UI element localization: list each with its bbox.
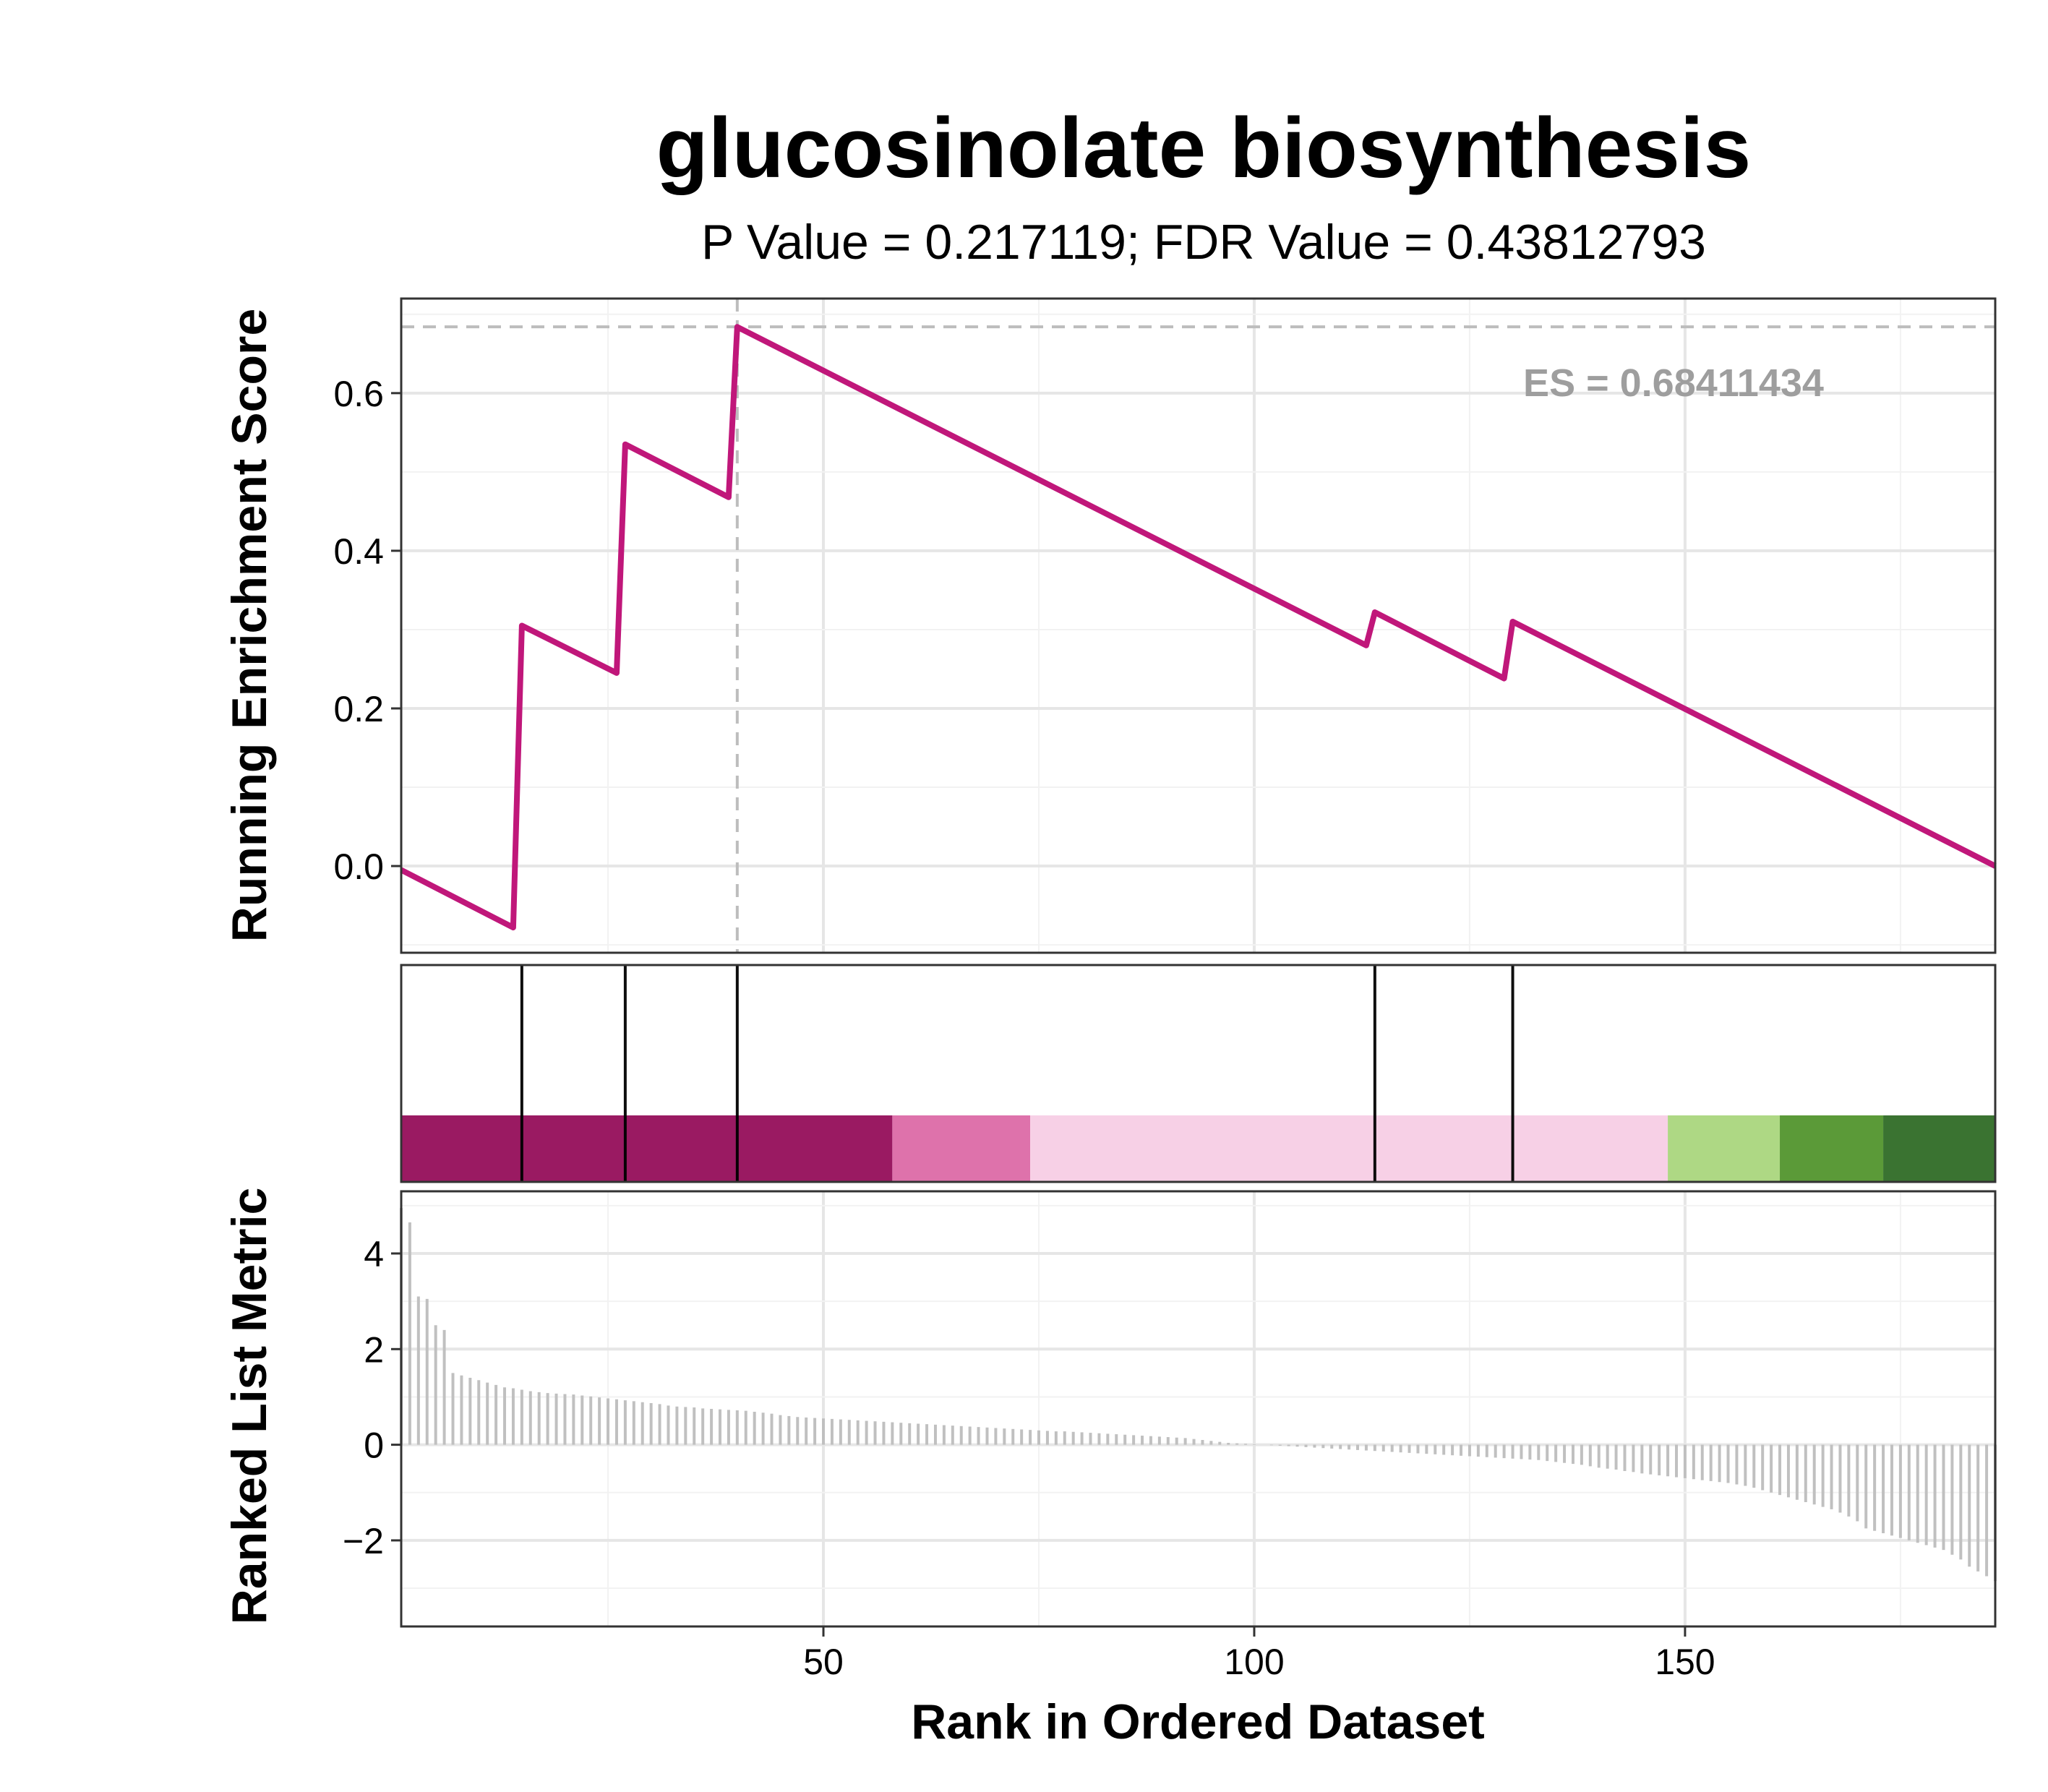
enrichment-y-axis: 0.0 0.2 0.4 0.6 <box>333 374 401 887</box>
x-tick-label: 150 <box>1655 1642 1715 1682</box>
enrichment-score-panel: ES = 0.68411434 0.0 0.2 0.4 0.6 <box>333 297 1997 954</box>
ranked-y-tick-label: 2 <box>364 1329 384 1370</box>
enrichment-y-tick-label: 0.2 <box>333 689 384 729</box>
color-band <box>1668 1115 1781 1182</box>
ranked-y-tick-label: 4 <box>364 1234 384 1274</box>
ranked-panel-background <box>401 1191 1995 1626</box>
enrichment-y-tick-label: 0.0 <box>333 846 384 887</box>
color-band <box>1780 1115 1884 1182</box>
color-band <box>401 1115 893 1182</box>
hits-panel <box>400 964 1997 1183</box>
enrichment-panel-border <box>400 297 1997 954</box>
hits-panel-border <box>400 964 1997 1183</box>
x-tick-label: 100 <box>1224 1642 1284 1682</box>
enrichment-panel-grid <box>401 299 1995 953</box>
ranked-metric-panel: −2 0 2 4 50 100 150 <box>343 1190 1997 1682</box>
chart-subtitle: P Value = 0.217119; FDR Value = 0.438127… <box>701 215 1706 270</box>
enrichment-y-axis-title: Running Enrichment Score <box>222 309 277 943</box>
enrichment-y-tick-label: 0.4 <box>333 531 384 572</box>
chart-title: glucosinolate biosynthesis <box>656 100 1752 196</box>
ranked-y-axis: −2 0 2 4 <box>343 1234 401 1561</box>
color-band <box>1883 1115 1995 1182</box>
es-annotation: ES = 0.68411434 <box>1523 361 1824 405</box>
gene-hit-markers <box>520 965 1514 1182</box>
x-axis-title: Rank in Ordered Dataset <box>911 1694 1485 1749</box>
ranked-y-tick-label: −2 <box>343 1521 384 1561</box>
ranked-y-tick-label: 0 <box>364 1426 384 1466</box>
color-band <box>1030 1115 1668 1182</box>
running-enrichment-line <box>400 324 1997 931</box>
color-band <box>892 1115 1031 1182</box>
ranked-metric-bars <box>400 1208 1997 1582</box>
ranked-y-axis-title: Ranked List Metric <box>222 1188 277 1625</box>
enrichment-y-tick-label: 0.6 <box>333 374 384 414</box>
x-tick-label: 50 <box>803 1642 844 1682</box>
x-axis: 50 100 150 <box>803 1626 1715 1682</box>
ranked-panel-border <box>400 1190 1997 1628</box>
rank-color-bands <box>401 1115 1995 1182</box>
enrichment-panel-background <box>401 299 1995 953</box>
